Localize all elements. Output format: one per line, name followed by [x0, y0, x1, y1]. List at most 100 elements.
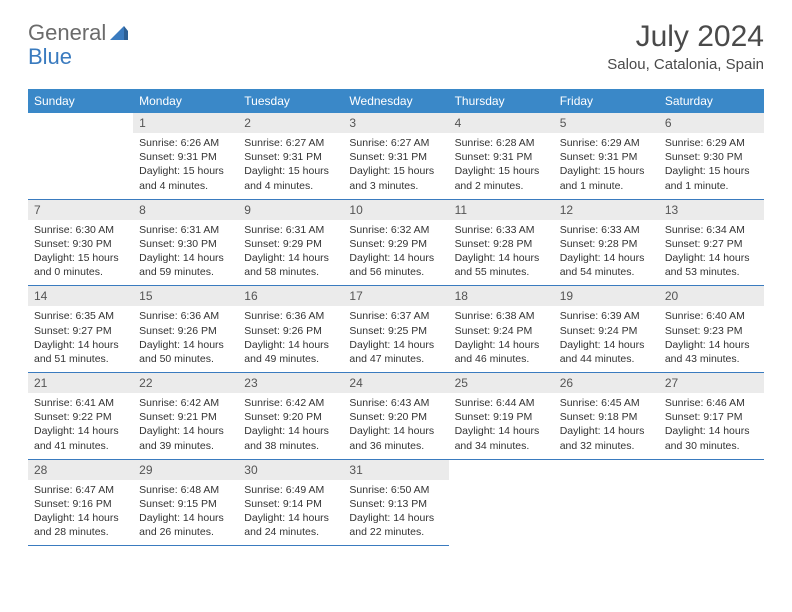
day-content: Sunrise: 6:40 AMSunset: 9:23 PMDaylight:… — [659, 306, 764, 372]
day-content: Sunrise: 6:27 AMSunset: 9:31 PMDaylight:… — [238, 133, 343, 199]
day-content: Sunrise: 6:31 AMSunset: 9:29 PMDaylight:… — [238, 220, 343, 286]
sunset-line: Sunset: 9:15 PM — [139, 497, 232, 511]
day-content: Sunrise: 6:26 AMSunset: 9:31 PMDaylight:… — [133, 133, 238, 199]
day-cell: 14Sunrise: 6:35 AMSunset: 9:27 PMDayligh… — [28, 286, 133, 373]
daylight-label: Daylight: — [560, 425, 601, 437]
daylight-label: Daylight: — [244, 512, 285, 524]
daylight-label: Daylight: — [139, 512, 180, 524]
sunset-label: Sunset: — [455, 411, 491, 423]
sunset-label: Sunset: — [349, 411, 385, 423]
day-number: 23 — [238, 373, 343, 393]
day-number: 2 — [238, 113, 343, 133]
sunrise-label: Sunrise: — [349, 310, 388, 322]
sunset-line: Sunset: 9:26 PM — [244, 324, 337, 338]
daylight-line: Daylight: 15 hours and 4 minutes. — [244, 164, 337, 192]
sunset-line: Sunset: 9:25 PM — [349, 324, 442, 338]
month-title: July 2024 — [607, 20, 764, 54]
day-content: Sunrise: 6:45 AMSunset: 9:18 PMDaylight:… — [554, 393, 659, 459]
day-number: 10 — [343, 200, 448, 220]
sunset-value: 9:16 PM — [73, 498, 112, 510]
day-content: Sunrise: 6:47 AMSunset: 9:16 PMDaylight:… — [28, 480, 133, 546]
sunrise-label: Sunrise: — [139, 224, 178, 236]
sunset-line: Sunset: 9:31 PM — [349, 150, 442, 164]
daylight-label: Daylight: — [349, 425, 390, 437]
sunset-line: Sunset: 9:23 PM — [665, 324, 758, 338]
daylight-label: Daylight: — [665, 425, 706, 437]
sunrise-line: Sunrise: 6:26 AM — [139, 136, 232, 150]
sunset-label: Sunset: — [455, 151, 491, 163]
sunset-value: 9:29 PM — [388, 238, 427, 250]
sunrise-value: 6:41 AM — [75, 397, 114, 409]
day-content: Sunrise: 6:39 AMSunset: 9:24 PMDaylight:… — [554, 306, 659, 372]
day-cell: 16Sunrise: 6:36 AMSunset: 9:26 PMDayligh… — [238, 286, 343, 373]
day-cell: 2Sunrise: 6:27 AMSunset: 9:31 PMDaylight… — [238, 113, 343, 199]
day-cell: 30Sunrise: 6:49 AMSunset: 9:14 PMDayligh… — [238, 459, 343, 546]
sunrise-label: Sunrise: — [455, 224, 494, 236]
day-number: 12 — [554, 200, 659, 220]
sunset-label: Sunset: — [665, 411, 701, 423]
daylight-label: Daylight: — [244, 425, 285, 437]
daylight-line: Daylight: 15 hours and 0 minutes. — [34, 251, 127, 279]
sunset-value: 9:27 PM — [73, 325, 112, 337]
location-text: Salou, Catalonia, Spain — [607, 56, 764, 73]
sunset-label: Sunset: — [139, 411, 175, 423]
sunset-label: Sunset: — [560, 325, 596, 337]
empty-day-cell: . — [554, 459, 659, 546]
calendar-week-row: 7Sunrise: 6:30 AMSunset: 9:30 PMDaylight… — [28, 199, 764, 286]
sunset-label: Sunset: — [349, 151, 385, 163]
sunset-value: 9:28 PM — [598, 238, 637, 250]
daylight-label: Daylight: — [560, 165, 601, 177]
weekday-header: Wednesday — [343, 89, 448, 113]
daylight-label: Daylight: — [665, 252, 706, 264]
daylight-line: Daylight: 15 hours and 4 minutes. — [139, 164, 232, 192]
sunset-line: Sunset: 9:14 PM — [244, 497, 337, 511]
daylight-line: Daylight: 14 hours and 39 minutes. — [139, 424, 232, 452]
sunrise-label: Sunrise: — [665, 310, 704, 322]
daylight-line: Daylight: 14 hours and 54 minutes. — [560, 251, 653, 279]
day-content: Sunrise: 6:35 AMSunset: 9:27 PMDaylight:… — [28, 306, 133, 372]
day-cell: 1Sunrise: 6:26 AMSunset: 9:31 PMDaylight… — [133, 113, 238, 199]
sunrise-value: 6:34 AM — [706, 224, 745, 236]
daylight-line: Daylight: 14 hours and 51 minutes. — [34, 338, 127, 366]
sunset-value: 9:26 PM — [283, 325, 322, 337]
calendar-week-row: 21Sunrise: 6:41 AMSunset: 9:22 PMDayligh… — [28, 373, 764, 460]
day-cell: 18Sunrise: 6:38 AMSunset: 9:24 PMDayligh… — [449, 286, 554, 373]
sunset-value: 9:21 PM — [178, 411, 217, 423]
sunset-value: 9:31 PM — [493, 151, 532, 163]
sunrise-value: 6:29 AM — [706, 137, 745, 149]
sunset-value: 9:31 PM — [283, 151, 322, 163]
day-number: 26 — [554, 373, 659, 393]
calendar-table: SundayMondayTuesdayWednesdayThursdayFrid… — [28, 89, 764, 546]
sunrise-line: Sunrise: 6:38 AM — [455, 309, 548, 323]
day-cell: 23Sunrise: 6:42 AMSunset: 9:20 PMDayligh… — [238, 373, 343, 460]
daylight-label: Daylight: — [244, 252, 285, 264]
sunset-label: Sunset: — [139, 325, 175, 337]
daylight-line: Daylight: 14 hours and 55 minutes. — [455, 251, 548, 279]
sunset-label: Sunset: — [244, 325, 280, 337]
day-cell: 26Sunrise: 6:45 AMSunset: 9:18 PMDayligh… — [554, 373, 659, 460]
brand-part2-wrap: Blue — [28, 44, 72, 70]
sunset-value: 9:31 PM — [388, 151, 427, 163]
day-number: 17 — [343, 286, 448, 306]
day-content: Sunrise: 6:33 AMSunset: 9:28 PMDaylight:… — [554, 220, 659, 286]
day-cell: 13Sunrise: 6:34 AMSunset: 9:27 PMDayligh… — [659, 199, 764, 286]
sunset-value: 9:24 PM — [598, 325, 637, 337]
daylight-label: Daylight: — [139, 425, 180, 437]
daylight-label: Daylight: — [349, 339, 390, 351]
sunset-value: 9:18 PM — [598, 411, 637, 423]
sunset-line: Sunset: 9:28 PM — [560, 237, 653, 251]
day-content: Sunrise: 6:36 AMSunset: 9:26 PMDaylight:… — [133, 306, 238, 372]
sunset-value: 9:30 PM — [703, 151, 742, 163]
sunset-label: Sunset: — [560, 151, 596, 163]
daylight-line: Daylight: 14 hours and 43 minutes. — [665, 338, 758, 366]
sunrise-value: 6:27 AM — [286, 137, 325, 149]
sunrise-value: 6:44 AM — [496, 397, 535, 409]
weekday-header: Thursday — [449, 89, 554, 113]
sunset-line: Sunset: 9:16 PM — [34, 497, 127, 511]
sunset-label: Sunset: — [34, 238, 70, 250]
day-content: Sunrise: 6:38 AMSunset: 9:24 PMDaylight:… — [449, 306, 554, 372]
sunrise-line: Sunrise: 6:27 AM — [349, 136, 442, 150]
sunrise-value: 6:31 AM — [286, 224, 325, 236]
daylight-label: Daylight: — [455, 425, 496, 437]
daylight-line: Daylight: 14 hours and 50 minutes. — [139, 338, 232, 366]
